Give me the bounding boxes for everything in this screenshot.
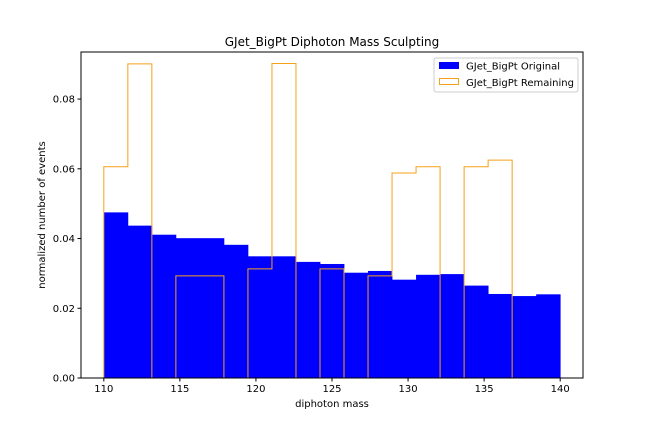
- original-bar: [512, 296, 537, 378]
- x-axis-label: diphoton mass: [295, 399, 369, 410]
- original-bar: [464, 285, 489, 378]
- x-axis-ticks: 110 115 120 125 130 135 140: [94, 378, 570, 395]
- original-bar: [103, 212, 129, 378]
- chart-title: GJet_BigPt Diphoton Mass Sculpting: [225, 35, 440, 49]
- legend-swatch-original: [439, 62, 459, 69]
- legend-label-remaining: GJet_BigPt Remaining: [466, 78, 574, 89]
- y-axis-label: normalized number of events: [37, 141, 48, 288]
- original-series-bars: [103, 212, 561, 378]
- original-bar: [416, 274, 441, 378]
- original-bar: [319, 263, 345, 378]
- x-tick-label: 120: [246, 384, 265, 395]
- y-axis-ticks: 0.00 0.02 0.04 0.06 0.08: [53, 95, 81, 385]
- original-bar: [440, 274, 465, 378]
- original-bar: [247, 256, 273, 378]
- x-tick-label: 125: [322, 384, 341, 395]
- original-bar: [488, 293, 513, 378]
- original-bar: [175, 238, 201, 378]
- legend: GJet_BigPt Original GJet_BigPt Remaining: [433, 57, 579, 93]
- original-bar: [295, 261, 321, 378]
- y-tick-label: 0.00: [53, 374, 75, 385]
- legend-swatch-remaining: [439, 78, 459, 85]
- x-tick-label: 135: [475, 384, 494, 395]
- x-tick-label: 140: [551, 384, 570, 395]
- y-tick-label: 0.02: [53, 304, 75, 315]
- original-bar: [392, 279, 417, 378]
- x-tick-label: 130: [399, 384, 418, 395]
- original-bar: [344, 272, 369, 378]
- original-bar: [536, 294, 561, 378]
- legend-box: [433, 57, 579, 93]
- original-bar: [368, 270, 393, 378]
- legend-label-original: GJet_BigPt Original: [466, 62, 560, 73]
- original-bar: [271, 256, 297, 378]
- original-bar: [199, 238, 225, 378]
- y-tick-label: 0.04: [53, 234, 75, 245]
- original-bar: [127, 225, 153, 378]
- x-tick-label: 115: [170, 384, 189, 395]
- x-tick-label: 110: [94, 384, 113, 395]
- original-bar: [151, 234, 177, 378]
- y-tick-label: 0.06: [53, 164, 75, 175]
- y-tick-label: 0.08: [53, 95, 75, 106]
- original-bar: [223, 244, 249, 378]
